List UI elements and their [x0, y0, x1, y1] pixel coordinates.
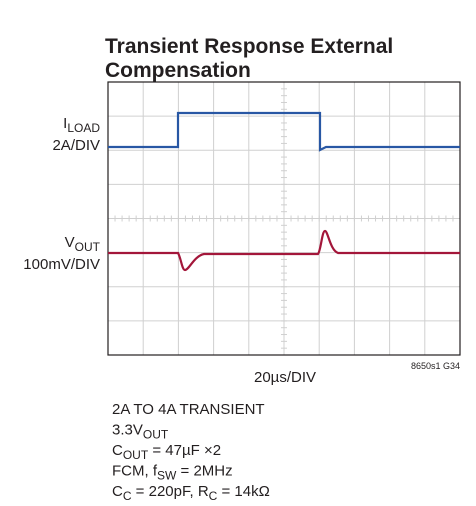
scope-grid — [107, 81, 461, 356]
text-segment: C — [112, 442, 123, 459]
text-segment: = 2MHz — [176, 463, 232, 480]
text-segment: I — [63, 115, 67, 132]
note-line: 2A TO 4A TRANSIENT — [112, 401, 265, 418]
text-segment: 3.3V — [112, 422, 143, 439]
note-line: FCM, fSW = 2MHz — [112, 463, 233, 483]
text-segment: V — [65, 234, 75, 251]
iload-label: ILOAD — [63, 115, 100, 135]
subscript: SW — [157, 469, 177, 483]
subscript: OUT — [75, 240, 101, 254]
note-line: 3.3VOUT — [112, 422, 169, 442]
iload-scale: 2A/DIV — [52, 137, 100, 154]
vout-trace — [108, 229, 460, 272]
vout-scale: 100mV/DIV — [23, 256, 100, 273]
text-segment: FCM, f — [112, 463, 158, 480]
text-segment: = 220pF, R — [132, 483, 209, 500]
time-scale: 20µs/DIV — [254, 369, 316, 386]
title-line: Compensation — [105, 59, 251, 82]
iload-trace — [108, 111, 460, 152]
text-segment: = 14kΩ — [217, 483, 270, 500]
subscript: C — [209, 489, 218, 503]
text-segment: = 47µF ×2 — [148, 442, 221, 459]
subscript: OUT — [143, 428, 169, 442]
subscript: C — [123, 489, 132, 503]
scope-frame — [107, 81, 461, 356]
subscript: LOAD — [67, 121, 100, 135]
note-line: COUT = 47µF ×2 — [112, 442, 221, 462]
title-line: Transient Response External — [105, 35, 393, 58]
subscript: OUT — [123, 448, 149, 462]
vout-label: VOUT — [65, 234, 101, 254]
text-segment: C — [112, 483, 123, 500]
text-segment: 2A TO 4A TRANSIENT — [112, 401, 265, 418]
figure-id: 8650s1 G34 — [411, 361, 460, 371]
note-line: CC = 220pF, RC = 14kΩ — [112, 483, 270, 503]
